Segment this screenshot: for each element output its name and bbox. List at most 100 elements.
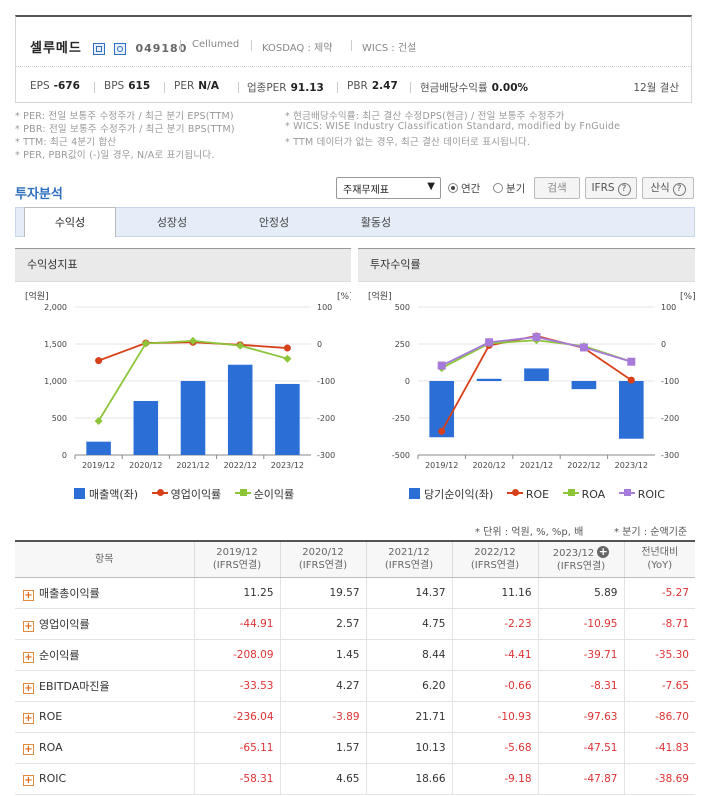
- row-label-text: 매출총이익률: [39, 586, 100, 600]
- metric-pbr: PBR 2.47: [347, 80, 398, 92]
- data-point: [438, 427, 446, 435]
- legend-item[interactable]: 영업이익률: [151, 488, 221, 501]
- expand-row-icon[interactable]: +: [23, 620, 34, 632]
- row-label-text: 영업이익률: [39, 617, 90, 631]
- legend-item[interactable]: 매출액(좌): [74, 488, 138, 501]
- table-cell: -47.87: [537, 763, 624, 795]
- table-cell: -8.31: [537, 670, 624, 702]
- table-cell: -208.09: [193, 639, 280, 671]
- chart-plot-area: 2,000 1,500 1,000 500 0 100 0 -100 -200 -300 2019/…: [44, 303, 335, 470]
- data-point: [437, 361, 446, 370]
- legend-item[interactable]: 순이익률: [234, 488, 294, 501]
- select-value: 주재무제표: [343, 185, 389, 196]
- table-row: + EBITDA마진율 -33.53 4.27 6.20 -0.66 -8.31 -7.65: [15, 670, 695, 702]
- x-tick-label: 2019/12: [82, 461, 115, 470]
- ifrs-button[interactable]: IFRS?: [585, 177, 637, 199]
- y-right-tick-label: -300: [661, 451, 679, 460]
- footnote: * TTM 데이터가 없는 경우, 최근 결산 데이터로 표시됩니다.: [285, 137, 531, 148]
- company-header: 셀루메드 049180: [30, 37, 187, 56]
- expand-row-icon[interactable]: +: [23, 651, 34, 663]
- table-cell: 4.75: [365, 608, 452, 640]
- divider: [351, 40, 352, 51]
- tab-growth[interactable]: 성장성: [156, 216, 188, 229]
- radio-label: 연간: [461, 183, 481, 195]
- statement-select[interactable]: 주재무제표 ▼: [336, 177, 441, 199]
- column-header-item: 항목: [15, 540, 194, 578]
- legend-label: ROE: [525, 488, 550, 501]
- help-icon: ?: [617, 183, 631, 196]
- legend-swatch: [74, 488, 85, 499]
- legend-swatch: [506, 488, 523, 498]
- tab-profitability[interactable]: 수익성: [24, 207, 116, 237]
- table-cell: -8.71: [623, 608, 695, 640]
- x-tick-label: 2021/12: [520, 461, 553, 470]
- bar: [227, 364, 253, 455]
- radio-circle-icon: [493, 183, 503, 193]
- search-button[interactable]: 검색: [534, 177, 580, 199]
- section-title: 투자분석: [15, 187, 63, 202]
- table-cell: -33.53: [193, 670, 280, 702]
- table-cell: 1.57: [279, 732, 366, 764]
- table-cell: -47.51: [537, 732, 624, 764]
- radio-quarter[interactable]: 분기: [493, 181, 525, 196]
- expand-row-icon[interactable]: +: [23, 774, 34, 786]
- y-left-tick-label: 1,500: [44, 340, 67, 349]
- series-line: [440, 335, 632, 432]
- radio-annual[interactable]: 연간: [448, 181, 480, 196]
- table-cell: -5.27: [623, 577, 695, 609]
- y-left-tick-label: 0: [405, 377, 410, 386]
- y-left-tick-label: 2,000: [44, 303, 67, 312]
- legend-item[interactable]: ROA: [562, 488, 606, 501]
- footnote: * PBR: 전일 보통주 수정주가 / 최근 분기 BPS(TTM): [15, 124, 235, 135]
- quarter-note: * 분기 : 순액기준: [614, 527, 688, 538]
- y-right-unit: [%]: [680, 292, 695, 302]
- radio-label: 분기: [506, 183, 526, 195]
- y-left-unit: [억원]: [368, 290, 392, 302]
- table-header-row: 항목 2019/12 (IFRS연결) 2020/12 (IFRS연결) 2021/12(…: [15, 540, 695, 578]
- home-icon[interactable]: [93, 42, 106, 55]
- expand-row-icon[interactable]: +: [23, 712, 34, 724]
- table-cell: 18.66: [365, 763, 452, 795]
- table-row: + 영업이익률 -44.91 2.57 4.75 -2.23 -10.95 -8.71: [15, 608, 695, 640]
- row-label: + 영업이익률: [15, 608, 194, 640]
- x-tick-label: 2022/12: [567, 461, 600, 470]
- x-tick-label: 2023/12: [615, 461, 648, 470]
- divider: [337, 82, 338, 93]
- header-text: 전년대비: [641, 547, 679, 559]
- y-right-tick-label: 0: [317, 340, 322, 349]
- data-point: [141, 339, 150, 348]
- table-cell: 4.27: [279, 670, 366, 702]
- legend-label: 당기순이익(좌): [424, 488, 494, 501]
- tab-activity[interactable]: 활동성: [360, 216, 392, 229]
- company-name[interactable]: 셀루메드: [30, 41, 82, 56]
- x-tick-label: 2023/12: [271, 461, 304, 470]
- row-label: + 매출총이익률: [15, 577, 194, 609]
- column-header: 2022/12 (IFRS연결): [451, 540, 538, 578]
- legend-item[interactable]: ROIC: [618, 488, 665, 501]
- expand-columns-icon[interactable]: +: [597, 544, 610, 558]
- table-cell: -7.65: [623, 670, 695, 702]
- table-cell: -41.83: [623, 732, 695, 764]
- expand-row-icon[interactable]: +: [23, 682, 34, 694]
- divider: [180, 40, 181, 51]
- bar: [275, 383, 300, 455]
- divider: [238, 82, 239, 93]
- header-text: 2020/12: [302, 547, 344, 559]
- header-text: (IFRS연결): [470, 560, 520, 572]
- expand-row-icon[interactable]: +: [23, 743, 34, 755]
- table-cell: -58.31: [193, 763, 280, 795]
- tab-stability[interactable]: 안정성: [258, 216, 290, 229]
- header-text: (IFRS연결): [556, 560, 606, 572]
- header-text: 2019/12: [216, 547, 258, 559]
- table-cell: -38.69: [623, 763, 695, 795]
- formula-button[interactable]: 산식?: [642, 177, 694, 199]
- panel-title-profitability: 수익성지표: [15, 248, 351, 282]
- legend-item[interactable]: 당기순이익(좌): [409, 488, 493, 501]
- report-icon[interactable]: [113, 42, 126, 55]
- footnote: * WICS: WISE Industry Classification Sta…: [285, 121, 621, 132]
- row-label-text: ROA: [39, 740, 63, 754]
- legend-label: ROA: [581, 488, 606, 501]
- expand-row-icon[interactable]: +: [23, 589, 34, 601]
- legend-item[interactable]: ROE: [506, 488, 550, 501]
- data-point: [236, 341, 245, 350]
